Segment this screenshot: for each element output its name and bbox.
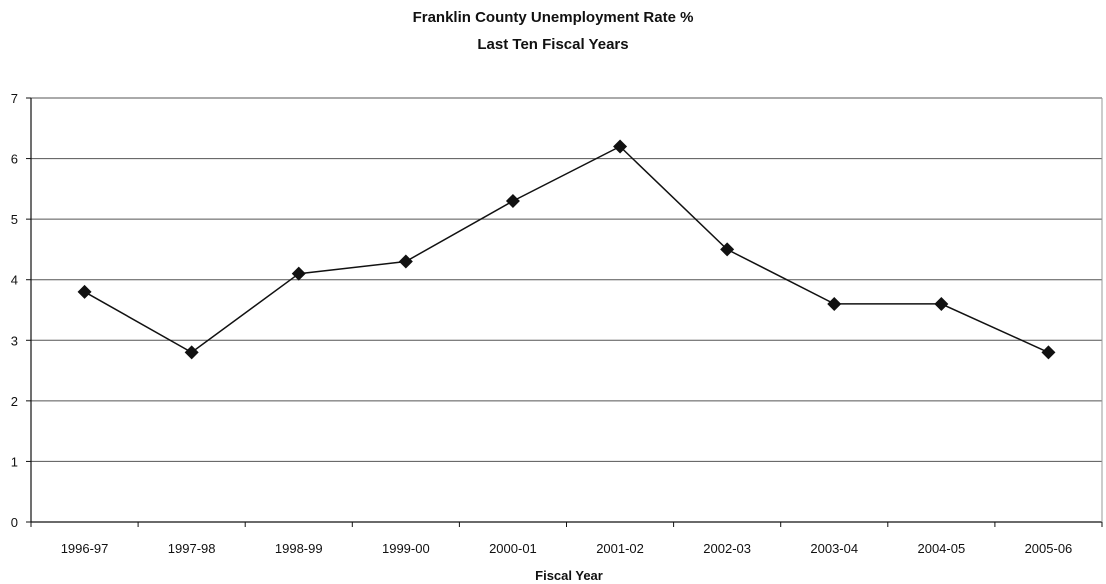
- x-axis-ticks: 1996-97 1997-98 1998-99 1999-00 2000-01 2001-…: [30, 522, 1103, 556]
- y-tick-label: 0: [11, 515, 18, 530]
- series-line: [84, 145, 1049, 354]
- y-axis-ticks: 0 1 2 3 4 5 6 7: [11, 91, 31, 530]
- data-point-marker: [77, 284, 92, 299]
- data-point-marker: [1041, 345, 1056, 360]
- y-tick-label: 6: [11, 152, 18, 167]
- y-tick-label: 3: [11, 333, 18, 348]
- chart-subtitle: Last Ten Fiscal Years: [477, 36, 629, 53]
- x-tick-label: 2001-02: [596, 541, 644, 556]
- x-tick-label: 2003-04: [810, 541, 858, 556]
- data-series: [77, 139, 1056, 360]
- data-point-marker: [184, 345, 199, 360]
- data-point-marker: [720, 242, 735, 257]
- gridlines: [31, 97, 1102, 462]
- data-point-marker: [505, 193, 520, 208]
- x-tick-label: 2005-06: [1025, 541, 1073, 556]
- chart-title: Franklin County Unemployment Rate %: [412, 9, 694, 26]
- x-tick-label: 1996-97: [61, 541, 109, 556]
- x-tick-label: 1999-00: [382, 541, 430, 556]
- data-point-marker: [291, 266, 306, 281]
- x-axis-title: Fiscal Year: [535, 568, 603, 583]
- x-tick-label: 1997-98: [168, 541, 216, 556]
- y-tick-label: 5: [11, 212, 18, 227]
- y-tick-label: 4: [11, 273, 18, 288]
- y-tick-label: 1: [11, 454, 18, 469]
- data-point-marker: [398, 254, 413, 269]
- y-tick-label: 2: [11, 394, 18, 409]
- x-tick-label: 2002-03: [703, 541, 751, 556]
- y-tick-label: 7: [11, 91, 18, 106]
- data-point-marker: [827, 296, 842, 311]
- x-tick-label: 2000-01: [489, 541, 537, 556]
- x-tick-label: 2004-05: [917, 541, 965, 556]
- x-tick-label: 1998-99: [275, 541, 323, 556]
- data-point-marker: [934, 296, 949, 311]
- data-point-marker: [613, 139, 628, 154]
